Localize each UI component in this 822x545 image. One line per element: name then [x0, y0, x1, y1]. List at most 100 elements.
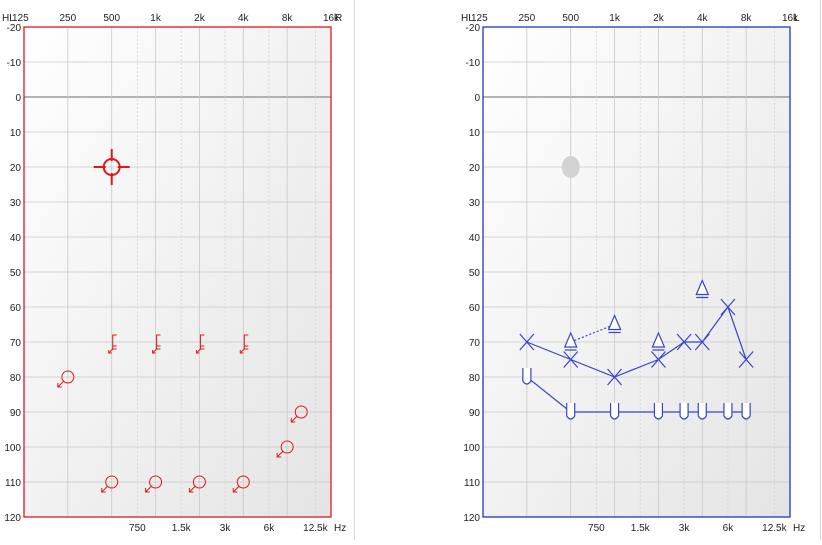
top-freq-label: 2k [653, 13, 665, 24]
air-conduction-x-marker [720, 298, 736, 316]
bottom-freq-label: 1.5k [172, 523, 192, 534]
u-marker [723, 403, 733, 420]
db-tick-label: 120 [4, 513, 21, 524]
db-tick-label: 110 [5, 478, 21, 489]
db-tick-label: 30 [10, 198, 22, 209]
u-marker [522, 368, 532, 385]
db-tick-label: 70 [469, 338, 481, 349]
top-freq-label: 4k [697, 13, 709, 24]
top-freq-label: 1k [609, 13, 621, 24]
air-conduction-x-marker [650, 351, 666, 368]
db-tick-label: -20 [7, 23, 22, 34]
triangle-marker [607, 313, 622, 334]
no-response-circle-marker [145, 475, 163, 493]
bottom-freq-label: 750 [129, 523, 146, 534]
db-tick-label: 90 [10, 408, 22, 419]
top-freq-label: 500 [562, 13, 579, 24]
bottom-freq-label: 6k [264, 523, 276, 534]
bottom-freq-label: 750 [588, 523, 605, 534]
air-conduction-x-marker [563, 351, 579, 368]
audiogram-right-ear: HL 125 250 500 1k 2k 4k 8k 16k R 750 1.5k 3k 6k 12.5k H… [0, 0, 360, 540]
triangle-marker [563, 331, 578, 351]
db-tick-label: 20 [469, 163, 481, 174]
masked-bone-marker [195, 334, 205, 354]
top-freq-label: 250 [60, 13, 77, 24]
db-tick-label: 10 [469, 128, 481, 139]
target-marker [93, 149, 130, 185]
db-tick-label: -10 [7, 58, 22, 69]
top-freq-label: 16k [782, 13, 799, 24]
sound-field-marker [561, 156, 580, 178]
u-marker [566, 403, 576, 420]
no-response-circle-marker [188, 475, 206, 493]
db-tick-label: 40 [10, 233, 22, 244]
db-tick-label: 10 [10, 128, 22, 139]
u-marker [679, 403, 689, 420]
no-response-circle-marker [232, 475, 250, 493]
bottom-freq-label: 12.5k [303, 523, 328, 534]
db-tick-label: 60 [10, 303, 22, 314]
db-tick-label: 110 [464, 478, 480, 489]
hl-label: HL [461, 13, 474, 24]
u-marker [653, 403, 664, 420]
triangle-marker [695, 278, 710, 299]
panel-divider [354, 0, 355, 540]
db-tick-label: 100 [4, 443, 21, 454]
top-freq-label: 125 [471, 13, 488, 24]
db-tick-label: 80 [469, 373, 481, 384]
no-response-circle-marker [57, 370, 75, 388]
db-tick-label: 100 [463, 443, 480, 454]
no-response-circle-marker [290, 405, 308, 423]
no-response-circle-marker [101, 475, 119, 493]
db-tick-label: 30 [469, 198, 481, 209]
bottom-freq-label: 6k [723, 523, 735, 534]
db-tick-label: 0 [474, 93, 480, 104]
air-conduction-x-marker [607, 368, 623, 386]
bottom-freq-label: 3k [679, 523, 691, 534]
top-freq-label: 4k [238, 13, 250, 24]
bottom-freq-label: 12.5k [762, 523, 787, 534]
db-tick-label: 80 [10, 373, 22, 384]
masked-bone-marker [239, 334, 249, 354]
air-conduction-x-marker [519, 333, 535, 351]
db-tick-label: 20 [10, 163, 22, 174]
masked-bone-marker [152, 334, 161, 354]
bottom-freq-label: 1.5k [631, 523, 651, 534]
hz-label: Hz [334, 523, 346, 534]
panel-edge [820, 0, 821, 540]
top-freq-label: 2k [194, 13, 206, 24]
triangle-marker [651, 331, 666, 351]
top-freq-label: 8k [282, 13, 294, 24]
db-tick-label: 90 [469, 408, 481, 419]
hz-label: Hz [793, 523, 805, 534]
db-tick-label: 50 [469, 268, 481, 279]
u-marker [609, 403, 620, 420]
top-freq-label: 125 [12, 13, 29, 24]
db-tick-label: 0 [15, 93, 21, 104]
plot-frame [23, 26, 332, 518]
db-tick-label: -20 [466, 23, 481, 34]
threshold-line [526, 305, 747, 378]
air-conduction-x-marker [694, 333, 710, 351]
u-marker [741, 403, 751, 420]
top-freq-label: 500 [103, 13, 120, 24]
u-marker [697, 403, 707, 420]
no-response-circle-marker [276, 440, 294, 458]
air-conduction-x-marker [738, 351, 754, 368]
db-tick-label: 70 [10, 338, 22, 349]
top-freq-label: 8k [741, 13, 753, 24]
db-tick-label: 120 [463, 513, 480, 524]
ear-label: R [335, 13, 342, 24]
top-freq-label: 250 [519, 13, 536, 24]
top-freq-label: 16k [323, 13, 340, 24]
top-freq-label: 1k [150, 13, 162, 24]
db-tick-label: -10 [466, 58, 481, 69]
db-tick-label: 40 [469, 233, 481, 244]
hl-label: HL [2, 13, 15, 24]
bottom-freq-label: 3k [220, 523, 232, 534]
air-conduction-x-marker [676, 333, 692, 351]
plot-frame [482, 26, 791, 518]
audiogram-left-ear: HL 125 250 500 1k 2k 4k 8k 16k L 750 1.5k 3k 6k 12.5k H… [459, 0, 819, 540]
